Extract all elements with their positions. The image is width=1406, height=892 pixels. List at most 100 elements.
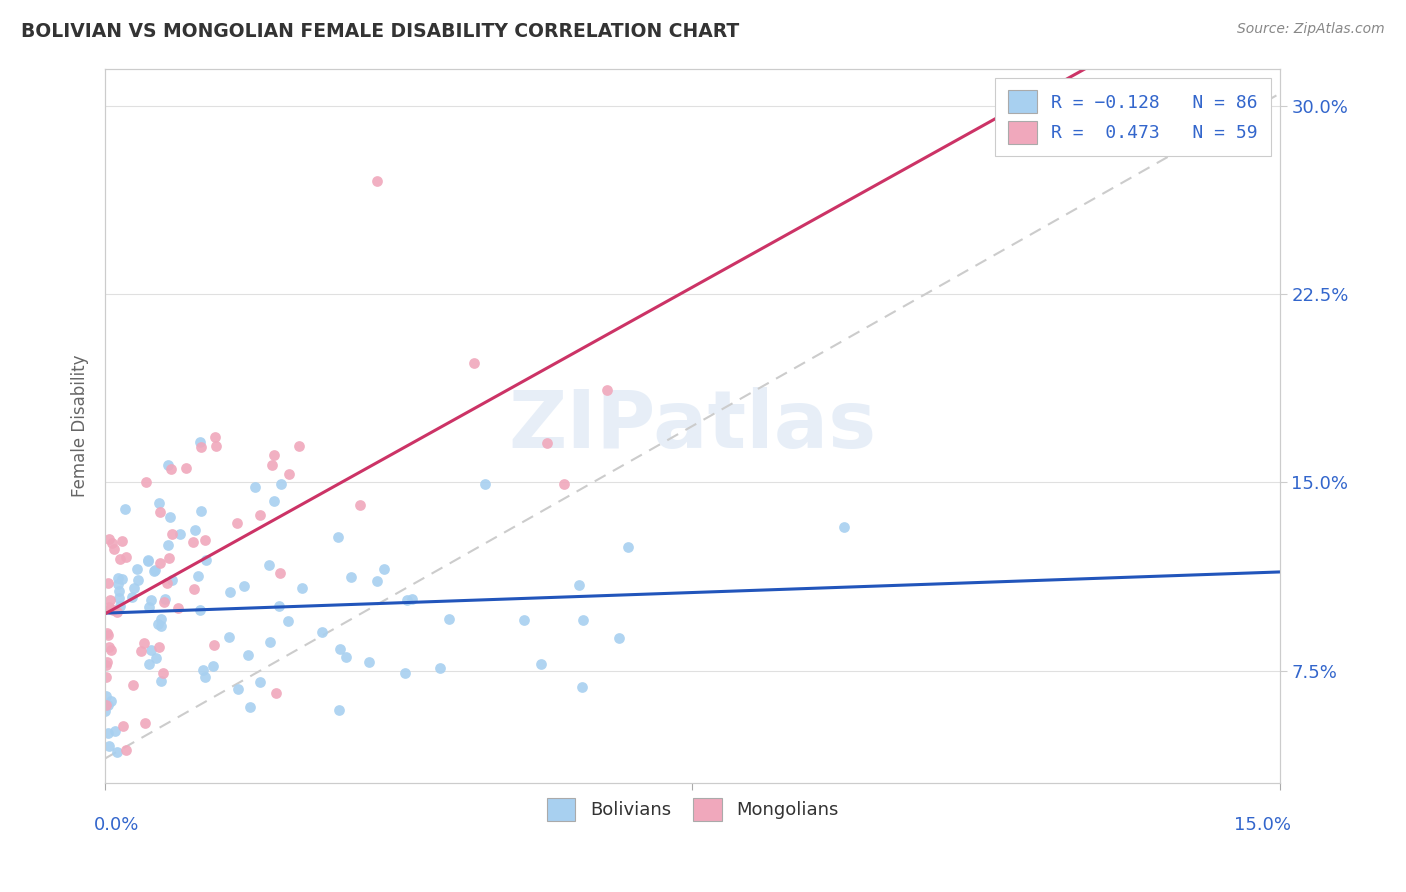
Point [349, 498, 371, 512]
Legend: Bolivians, Mongolians: Bolivians, Mongolians [540, 790, 845, 828]
Point [157, 458, 180, 473]
Point [394, 666, 416, 681]
Point [138, 657, 160, 671]
Point [190, 504, 212, 518]
Point [328, 530, 350, 544]
Point [145, 651, 167, 665]
Point [100, 535, 122, 549]
Point [226, 681, 249, 696]
Point [160, 573, 183, 587]
Point [94, 658, 117, 673]
Point [97, 627, 120, 641]
Point [110, 599, 132, 614]
Point [571, 680, 593, 694]
Point [194, 533, 217, 548]
Point [463, 356, 485, 370]
Point [167, 600, 190, 615]
Point [143, 563, 166, 577]
Point [249, 674, 271, 689]
Point [269, 566, 291, 580]
Point [366, 174, 388, 188]
Point [136, 553, 159, 567]
Point [127, 562, 149, 576]
Point [150, 612, 173, 626]
Point [150, 673, 173, 688]
Point [311, 625, 333, 640]
Point [97, 726, 120, 740]
Point [335, 649, 357, 664]
Point [395, 593, 418, 607]
Point [832, 520, 855, 534]
Point [143, 564, 166, 578]
Point [139, 592, 162, 607]
Point [160, 527, 183, 541]
Point [270, 476, 292, 491]
Point [263, 448, 285, 462]
Point [107, 571, 129, 585]
Point [96, 655, 118, 669]
Point [94, 689, 117, 703]
Point [204, 430, 226, 444]
Point [512, 613, 534, 627]
Point [127, 573, 149, 587]
Point [201, 658, 224, 673]
Point [184, 523, 207, 537]
Point [96, 626, 118, 640]
Point [572, 613, 595, 627]
Point [97, 698, 120, 712]
Point [98, 599, 121, 614]
Point [108, 552, 131, 566]
Point [157, 550, 180, 565]
Point [194, 553, 217, 567]
Point [233, 579, 256, 593]
Point [98, 593, 121, 607]
Point [155, 592, 177, 607]
Point [263, 494, 285, 508]
Point [617, 540, 640, 554]
Point [437, 612, 460, 626]
Point [115, 743, 138, 757]
Point [136, 554, 159, 568]
Point [218, 630, 240, 644]
Point [329, 641, 352, 656]
Point [152, 595, 174, 609]
Point [146, 616, 169, 631]
Point [553, 477, 575, 491]
Point [108, 591, 131, 605]
Point [100, 694, 122, 708]
Point [262, 458, 284, 472]
Point [188, 603, 211, 617]
Point [277, 614, 299, 628]
Point [243, 480, 266, 494]
Point [536, 436, 558, 450]
Point [373, 562, 395, 576]
Point [187, 569, 209, 583]
Point [169, 527, 191, 541]
Point [205, 439, 228, 453]
Point [194, 670, 217, 684]
Point [264, 685, 287, 699]
Point [236, 648, 259, 663]
Point [98, 533, 121, 547]
Point [134, 715, 156, 730]
Point [149, 556, 172, 570]
Text: 0.0%: 0.0% [93, 815, 139, 834]
Point [249, 508, 271, 522]
Point [568, 578, 591, 592]
Point [288, 439, 311, 453]
Point [105, 745, 128, 759]
Point [429, 661, 451, 675]
Point [181, 535, 204, 549]
Point [150, 618, 173, 632]
Point [328, 703, 350, 717]
Point [474, 476, 496, 491]
Text: ZIPatlas: ZIPatlas [509, 387, 876, 465]
Point [103, 603, 125, 617]
Point [183, 582, 205, 597]
Point [98, 601, 121, 615]
Point [259, 558, 281, 572]
Point [267, 599, 290, 614]
Point [110, 534, 132, 549]
Point [202, 638, 225, 652]
Text: BOLIVIAN VS MONGOLIAN FEMALE DISABILITY CORRELATION CHART: BOLIVIAN VS MONGOLIAN FEMALE DISABILITY … [21, 22, 740, 41]
